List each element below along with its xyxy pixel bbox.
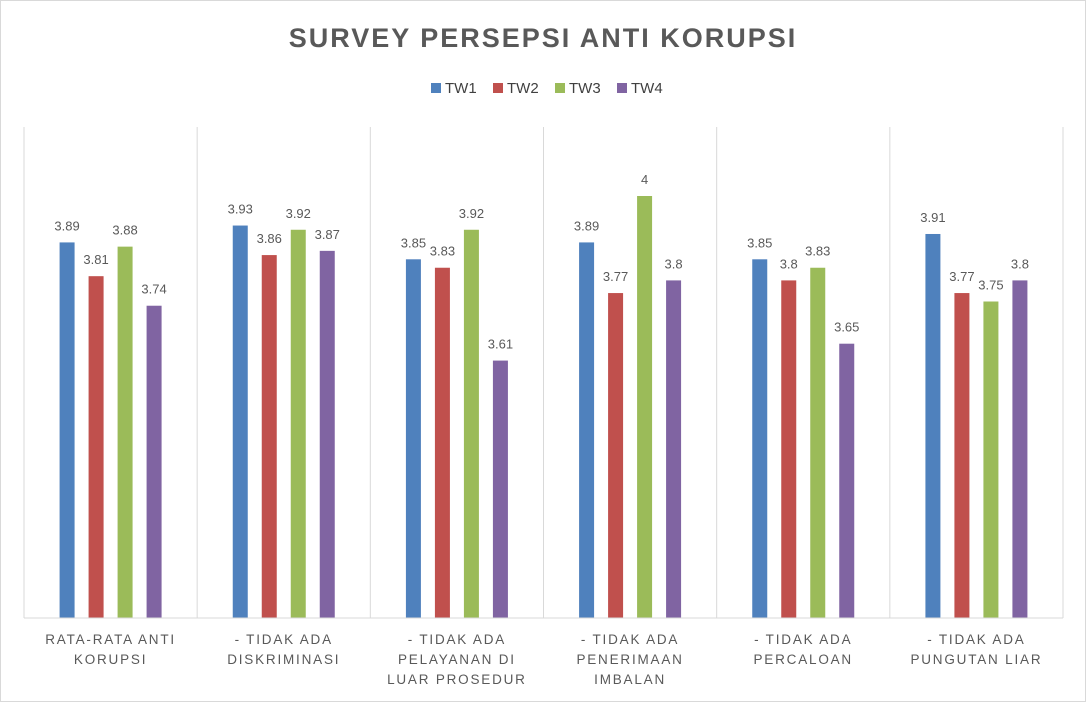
category-label-line: PUNGUTAN LIAR xyxy=(910,652,1042,667)
legend-swatch-tw3 xyxy=(555,83,565,93)
value-label-tw2-cat-6: 3.77 xyxy=(949,269,974,284)
bar-tw4-cat-3 xyxy=(492,360,508,618)
legend-label-tw2: TW2 xyxy=(507,80,539,97)
bar-tw1-cat-2 xyxy=(232,225,248,619)
category-label-line: LUAR PROSEDUR xyxy=(387,672,527,687)
value-label-tw1-cat-1: 3.89 xyxy=(54,218,79,233)
bar-tw2-cat-5 xyxy=(781,280,797,618)
value-labels: 3.893.813.883.743.933.863.923.873.853.83… xyxy=(54,172,1029,352)
category-label-5: - TIDAK ADA PERCALOAN xyxy=(754,632,853,667)
category-label-line: - TIDAK ADA xyxy=(408,632,506,647)
category-label-line: PENERIMAAN xyxy=(576,652,683,667)
bar-tw2-cat-2 xyxy=(261,255,277,618)
value-label-tw3-cat-5: 3.83 xyxy=(805,244,830,259)
category-label-line: DISKRIMINASI xyxy=(227,652,340,667)
bar-tw1-cat-5 xyxy=(752,259,768,618)
bar-tw3-cat-4 xyxy=(637,196,653,618)
value-label-tw4-cat-4: 3.8 xyxy=(665,256,683,271)
bar-tw3-cat-2 xyxy=(290,229,306,618)
category-label-line: PERCALOAN xyxy=(754,652,853,667)
value-label-tw2-cat-2: 3.86 xyxy=(257,231,282,246)
category-label-line: IMBALAN xyxy=(594,672,666,687)
value-label-tw1-cat-4: 3.89 xyxy=(574,218,599,233)
legend-swatch-tw4 xyxy=(617,83,627,93)
value-label-tw4-cat-6: 3.8 xyxy=(1011,256,1029,271)
category-label-3: - TIDAK ADA PELAYANAN DI LUAR PROSEDUR xyxy=(387,632,527,687)
value-label-tw1-cat-5: 3.85 xyxy=(747,235,772,250)
legend-swatch-tw2 xyxy=(493,83,503,93)
value-label-tw4-cat-3: 3.61 xyxy=(488,337,513,352)
category-label-4: - TIDAK ADA PENERIMAAN IMBALAN xyxy=(576,632,683,687)
category-label-line: RATA-RATA ANTI xyxy=(45,632,176,647)
bar-tw1-cat-3 xyxy=(405,259,421,618)
bar-tw4-cat-1 xyxy=(146,305,162,618)
value-label-tw2-cat-3: 3.83 xyxy=(430,244,455,259)
value-label-tw3-cat-4: 4 xyxy=(641,172,648,187)
legend: TW1 TW2 TW3 TW4 xyxy=(431,80,663,97)
category-label-line: PELAYANAN DI xyxy=(398,652,516,667)
legend-label-tw1: TW1 xyxy=(445,80,477,97)
category-dividers xyxy=(23,127,1064,618)
bar-tw3-cat-1 xyxy=(117,246,133,618)
bar-tw1-cat-4 xyxy=(579,242,595,619)
bar-tw2-cat-4 xyxy=(608,293,624,618)
category-label-line: - TIDAK ADA xyxy=(754,632,852,647)
bar-tw4-cat-5 xyxy=(839,343,855,618)
bar-tw3-cat-5 xyxy=(810,267,826,618)
bars xyxy=(59,196,1028,619)
bar-tw2-cat-6 xyxy=(954,293,970,618)
bar-tw1-cat-1 xyxy=(59,242,75,619)
bar-tw2-cat-3 xyxy=(434,267,450,618)
legend-swatch-tw1 xyxy=(431,83,441,93)
bar-tw3-cat-6 xyxy=(983,301,999,618)
value-label-tw3-cat-3: 3.92 xyxy=(459,206,484,221)
bar-tw4-cat-4 xyxy=(666,280,682,618)
category-label-6: - TIDAK ADA PUNGUTAN LIAR xyxy=(910,632,1042,667)
category-label-line: - TIDAK ADA xyxy=(235,632,333,647)
value-label-tw2-cat-5: 3.8 xyxy=(780,256,798,271)
value-label-tw4-cat-5: 3.65 xyxy=(834,320,859,335)
value-label-tw4-cat-2: 3.87 xyxy=(315,227,340,242)
category-label-line: - TIDAK ADA xyxy=(581,632,679,647)
value-label-tw1-cat-3: 3.85 xyxy=(401,235,426,250)
chart-title: SURVEY PERSEPSI ANTI KORUPSI xyxy=(289,23,798,53)
value-label-tw4-cat-1: 3.74 xyxy=(141,282,166,297)
legend-label-tw3: TW3 xyxy=(569,80,601,97)
category-labels: RATA-RATA ANTI KORUPSI - TIDAK ADA DISKRIMI… xyxy=(45,632,1042,687)
bar-tw1-cat-6 xyxy=(925,233,941,619)
category-label-2: - TIDAK ADA DISKRIMINASI xyxy=(227,632,340,667)
bar-tw3-cat-3 xyxy=(463,229,479,618)
value-label-tw3-cat-6: 3.75 xyxy=(978,278,1003,293)
value-label-tw3-cat-1: 3.88 xyxy=(112,223,137,238)
value-label-tw2-cat-4: 3.77 xyxy=(603,269,628,284)
legend-label-tw4: TW4 xyxy=(631,80,663,97)
value-label-tw2-cat-1: 3.81 xyxy=(83,252,108,267)
value-label-tw1-cat-6: 3.91 xyxy=(920,210,945,225)
bar-tw2-cat-1 xyxy=(88,276,104,618)
category-label-1: RATA-RATA ANTI KORUPSI xyxy=(45,632,176,667)
category-label-line: - TIDAK ADA xyxy=(927,632,1025,647)
bar-tw4-cat-2 xyxy=(319,250,335,619)
category-label-line: KORUPSI xyxy=(74,652,147,667)
value-label-tw1-cat-2: 3.93 xyxy=(228,202,253,217)
value-label-tw3-cat-2: 3.92 xyxy=(286,206,311,221)
bar-tw4-cat-6 xyxy=(1012,280,1028,618)
